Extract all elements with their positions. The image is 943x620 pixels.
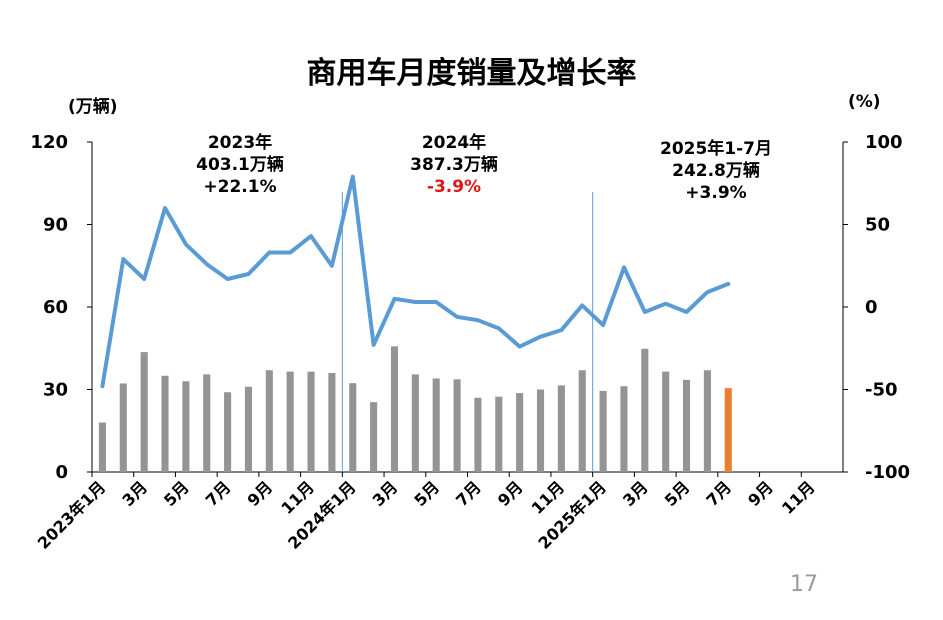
left-tick-label: 30: [43, 380, 68, 401]
annotation-2023: 2023年 403.1万辆 +22.1%: [170, 132, 310, 198]
x-tick-label: 5月: [661, 477, 694, 510]
x-tick-label: 7月: [702, 477, 735, 510]
bar: [641, 348, 649, 472]
annotation-2024-volume: 387.3万辆: [410, 155, 498, 175]
x-tick-label: 5月: [160, 477, 193, 510]
left-axis-unit: (万辆): [68, 97, 118, 117]
x-tick-label: 7月: [452, 477, 485, 510]
bar: [265, 370, 273, 472]
annotation-2025-volume: 242.8万辆: [672, 161, 760, 181]
x-tick-label: 7月: [202, 477, 235, 510]
bar: [182, 381, 190, 472]
annotation-2025-growth: +3.9%: [685, 183, 747, 203]
left-tick-label: 120: [30, 132, 68, 153]
bar: [536, 389, 545, 472]
bar: [703, 370, 711, 472]
bar: [557, 385, 565, 472]
annotation-2023-year: 2023年: [207, 133, 273, 153]
x-tick-label: 9月: [744, 477, 777, 510]
bar: [432, 378, 440, 472]
bar: [662, 371, 670, 472]
page-number: 17: [790, 572, 818, 597]
bar: [516, 393, 524, 472]
annotation-2024-growth: -3.9%: [426, 177, 482, 197]
x-tick-label: 2023年1月: [34, 477, 109, 552]
bar: [307, 371, 315, 472]
x-tick-label: 3月: [118, 477, 151, 510]
bar: [119, 383, 127, 472]
bar: [578, 370, 586, 472]
bar: [370, 402, 378, 472]
bar: [453, 379, 461, 472]
bar: [328, 373, 336, 472]
right-axis-unit: (%): [848, 92, 881, 112]
x-tick-label: 3月: [619, 477, 652, 510]
bar: [411, 374, 419, 472]
bar: [495, 396, 503, 472]
x-tick-label: 3月: [369, 477, 402, 510]
right-tick-label: 100: [865, 132, 903, 153]
growth-line: [100, 174, 731, 389]
bar: [161, 375, 169, 472]
bar: [140, 352, 148, 472]
bar: [682, 379, 691, 472]
right-tick-label: -100: [865, 462, 910, 483]
x-tick-label: 5月: [410, 477, 443, 510]
left-tick-label: 90: [43, 215, 68, 236]
bar: [244, 386, 253, 472]
left-tick-label: 0: [55, 462, 68, 483]
bar: [224, 392, 232, 472]
x-tick-label: 11月: [778, 477, 819, 518]
x-tick-label: 9月: [494, 477, 527, 510]
x-tick-label: 9月: [244, 477, 277, 510]
right-tick-label: 0: [865, 297, 878, 318]
bar: [286, 371, 294, 472]
bar: [599, 390, 607, 472]
chart-title: 商用车月度销量及增长率: [306, 56, 637, 91]
annotation-2023-growth: +22.1%: [203, 177, 277, 197]
annotation-2024: 2024年 387.3万辆 -3.9%: [384, 132, 524, 198]
bar: [474, 397, 482, 472]
bar-highlight: [724, 388, 732, 472]
right-tick-label: -50: [865, 380, 898, 401]
annotation-2025: 2025年1-7月 242.8万辆 +3.9%: [636, 138, 796, 204]
annotation-2023-volume: 403.1万辆: [196, 155, 284, 175]
left-tick-label: 60: [43, 297, 68, 318]
bar: [98, 422, 106, 472]
bar: [203, 374, 211, 472]
bar: [349, 383, 357, 472]
bar: [390, 346, 399, 472]
annotation-2025-year: 2025年1-7月: [659, 139, 773, 159]
right-tick-label: 50: [865, 215, 890, 236]
annotation-2024-year: 2024年: [421, 133, 487, 153]
bar: [620, 386, 628, 472]
